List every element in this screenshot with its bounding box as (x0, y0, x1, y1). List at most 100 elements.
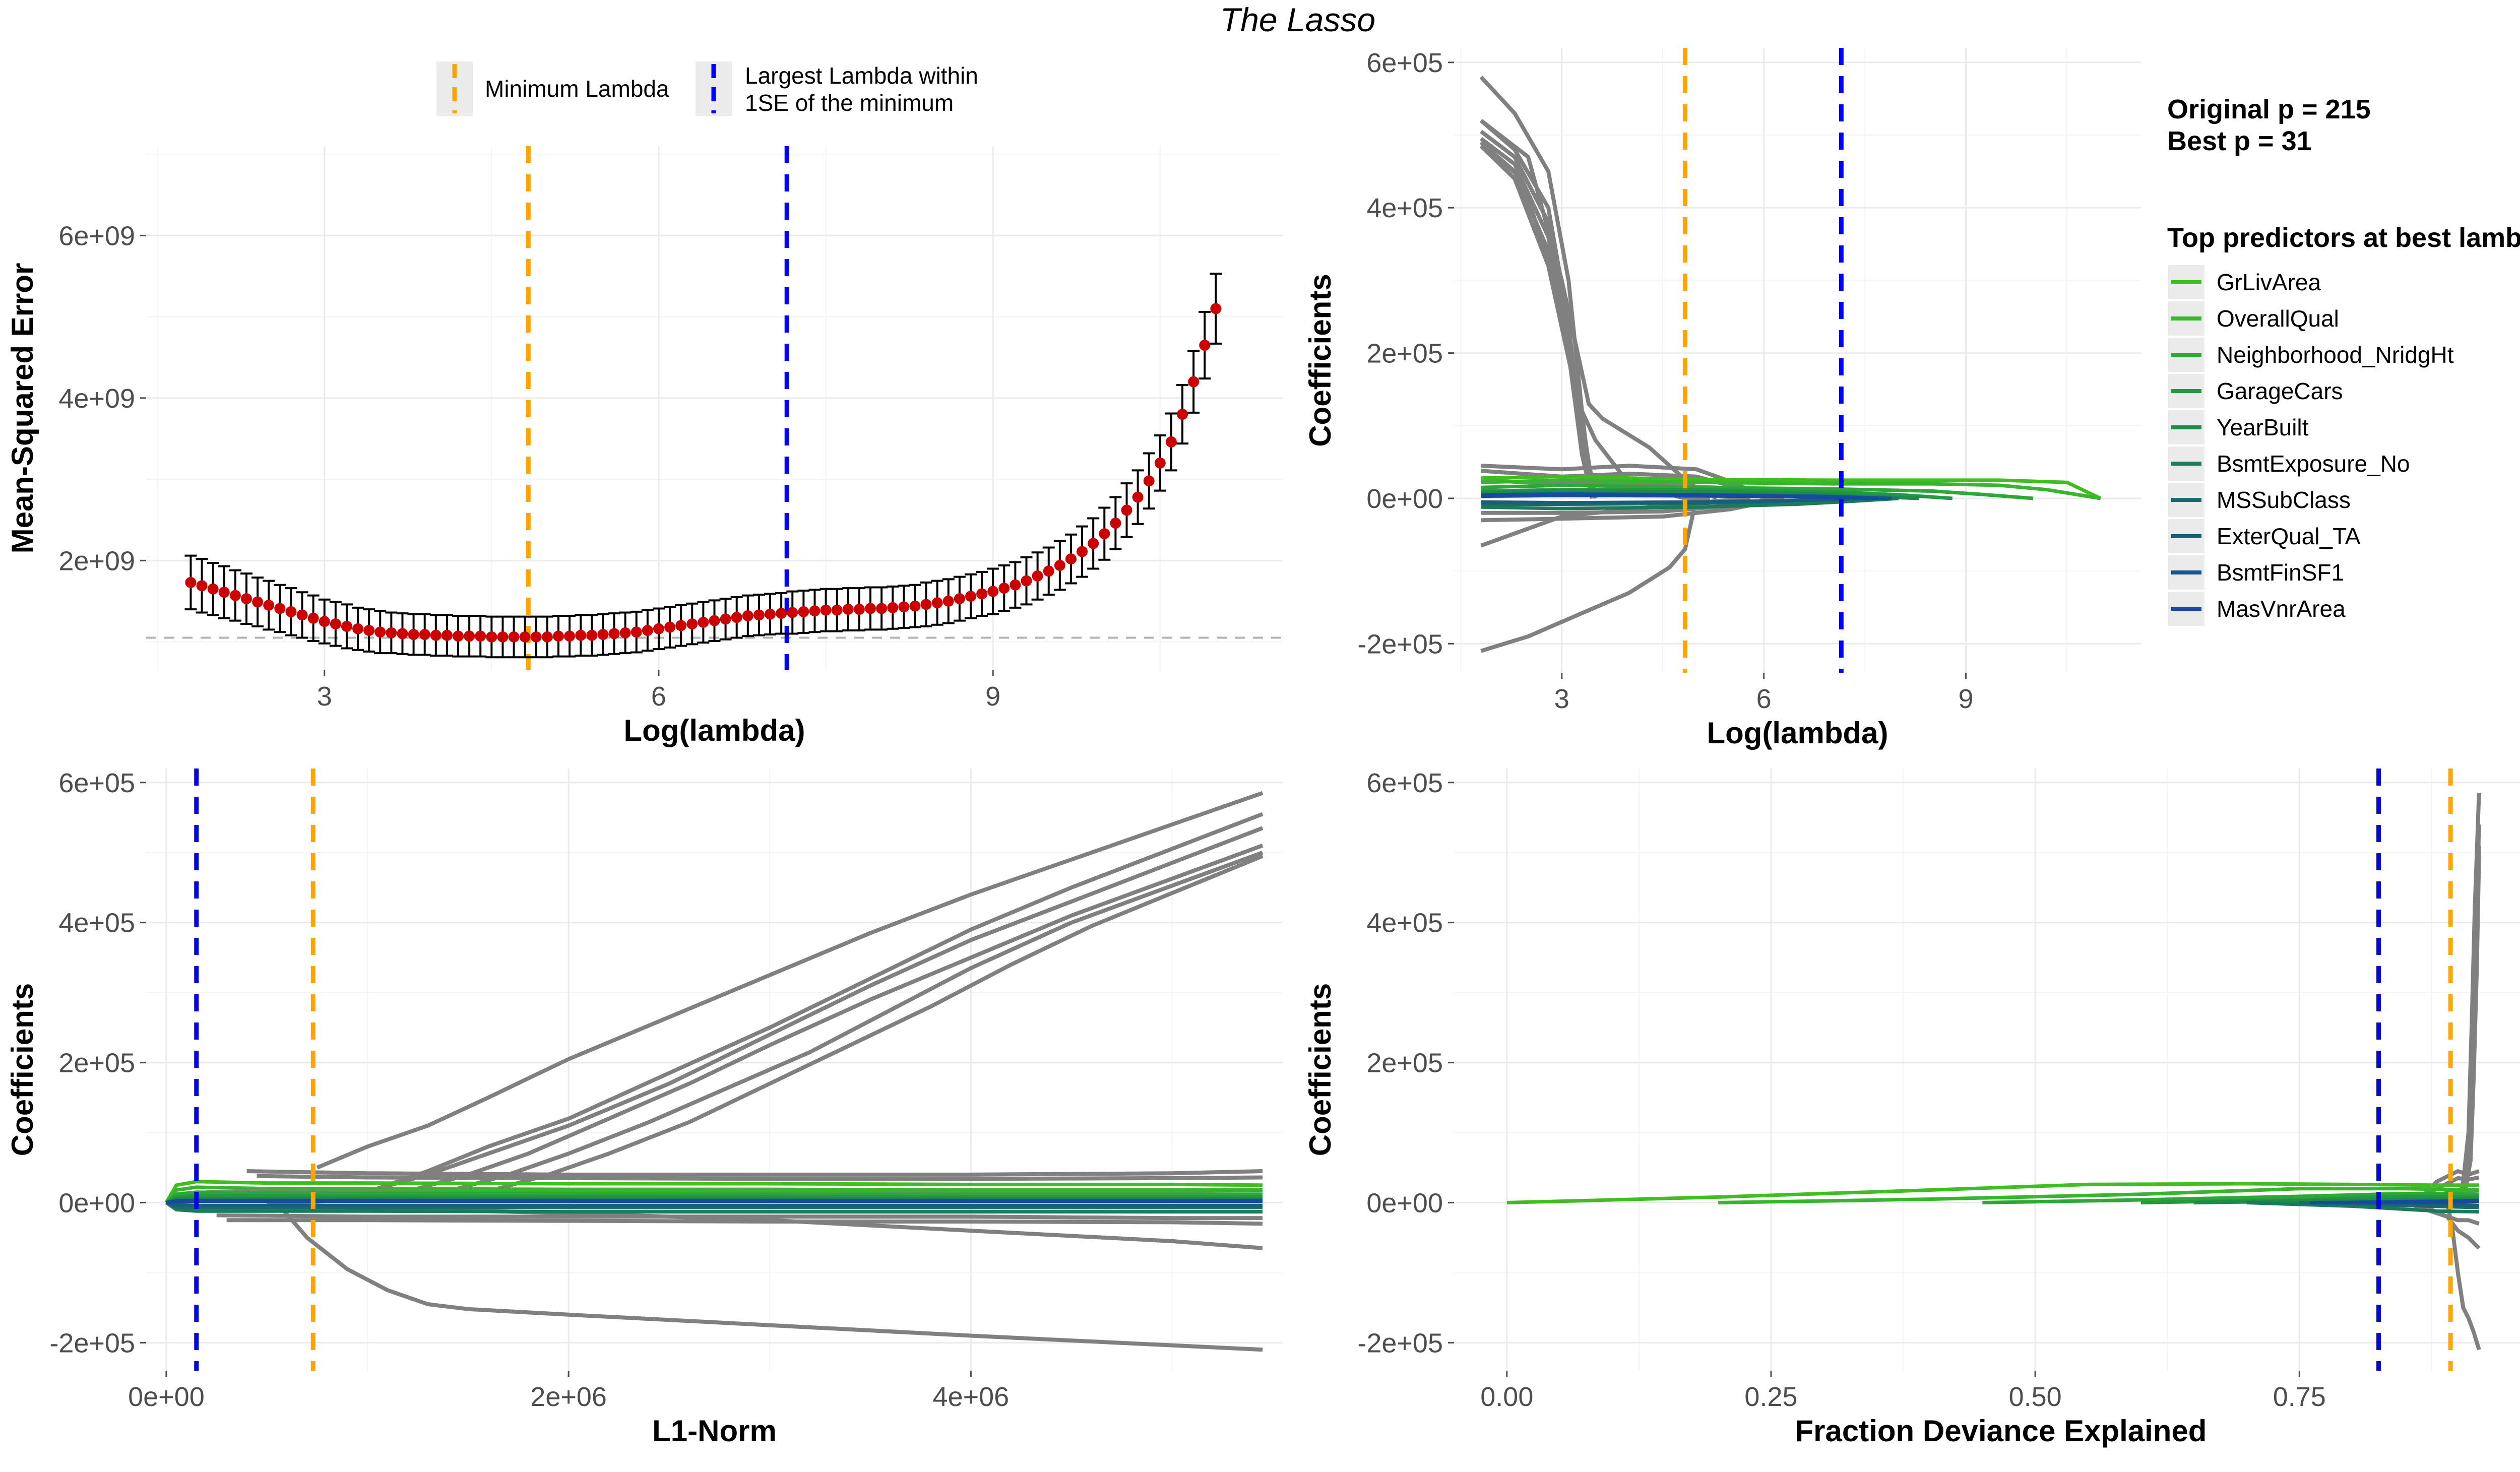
legend-label-3: GarageCars (2217, 378, 2343, 404)
cv-point (653, 623, 664, 634)
y-tick-label: 4e+09 (58, 383, 135, 414)
cv-point (497, 631, 509, 643)
cv-point (709, 615, 720, 626)
cv-point (441, 629, 453, 641)
coef-path-top-predictor (2310, 1199, 2479, 1204)
cv-point (1010, 579, 1021, 591)
cv-point (787, 607, 798, 618)
cv-point (397, 628, 408, 639)
panel-cv-error: 3 6 9 2e+09 4e+09 6e+09 Log(lambda) Mean-Square… (6, 146, 1283, 747)
cv-point (998, 583, 1010, 594)
coef-path-gray (257, 1174, 1263, 1181)
coef-path-top-predictor (165, 1194, 1263, 1204)
y-tick-label: 2e+05 (1366, 1048, 1443, 1078)
x-tick-label: 2e+06 (530, 1382, 607, 1412)
cv-point (1099, 528, 1110, 540)
cv-point (753, 609, 765, 621)
coef-path-top-predictor (1481, 496, 1899, 510)
coef-path-gray (226, 1218, 1263, 1226)
cv-point (319, 616, 330, 627)
legend-label-0: GrLivArea (2217, 269, 2321, 295)
legend-label-1se-line1: Largest Lambda within (745, 62, 978, 89)
y-tick-label: 2e+05 (58, 1048, 135, 1078)
cv-point (987, 586, 999, 597)
cv-point (809, 605, 821, 617)
coef-path-top-predictor (165, 1190, 1263, 1204)
cv-point (330, 618, 341, 630)
cv-point (564, 630, 576, 642)
cv-point (1065, 553, 1077, 565)
y-tick-label: -2e+05 (1357, 1328, 1443, 1358)
cv-point (887, 602, 899, 613)
panel-coef-deviance: 0.00 0.25 0.50 0.75 -2e+05 0e+00 2e+05 4e+05 6e+… (1303, 768, 2520, 1448)
cv-point (240, 593, 252, 605)
cv-point (842, 604, 854, 615)
legend-label-8: BsmtFinSF1 (2217, 559, 2344, 586)
cv-point (865, 603, 876, 614)
cv-point (1165, 436, 1177, 447)
y-tick-label: 2e+05 (1366, 339, 1443, 369)
best-p-text: Best p = 31 (2167, 126, 2312, 156)
cv-legend: Minimum Lambda Largest Lambda within 1SE… (436, 61, 978, 116)
x-tick-label: 0.25 (1744, 1382, 1797, 1412)
cv-point (519, 631, 531, 643)
predictor-legend: Top predictors at best lambda GrLivArea O… (2167, 223, 2520, 626)
cv-point (876, 603, 888, 614)
cv-point (909, 600, 921, 612)
x-tick-label: 0.50 (2009, 1382, 2062, 1412)
coef-path-top-predictor (164, 1180, 1263, 1204)
cv-point (575, 629, 587, 641)
coef-path-gray (417, 844, 1264, 1191)
cv-point (831, 604, 843, 616)
cv-point (675, 620, 687, 631)
x-tick-label: 9 (1959, 684, 1974, 714)
cv-point (508, 631, 520, 643)
cv-point (541, 631, 553, 643)
panel-coef-loglambda: 3 6 9 -2e+05 0e+00 2e+05 4e+05 6e+05 Log(lambda)… (1303, 48, 2141, 750)
y-tick-label: 4e+05 (1366, 908, 1443, 938)
cv-point (698, 616, 709, 628)
cv-point (1132, 491, 1144, 503)
x-tick-label: 4e+06 (933, 1382, 1010, 1412)
coef-path-top-predictor (165, 1201, 1263, 1209)
cv-point (954, 593, 965, 605)
cv-point (1054, 560, 1065, 571)
y-tick-label: 6e+09 (58, 221, 135, 251)
cv-point (1043, 565, 1054, 577)
y-tick-label: 4e+05 (1366, 193, 1443, 223)
cv-point (586, 629, 598, 641)
cv-point (619, 627, 631, 638)
x-tick-label: 6 (1756, 684, 1772, 714)
cv-point (820, 604, 832, 616)
cv-point (765, 608, 776, 620)
y-tick-label: 6e+05 (1366, 48, 1443, 78)
coef-path-gray (497, 854, 1264, 1191)
legend-label-9: MasVnrArea (2217, 596, 2346, 622)
legend-label-6: MSSubClass (2217, 487, 2351, 513)
y-axis-title: Coefficients (1303, 274, 1337, 446)
coef-path-top-predictor (1718, 1187, 2479, 1204)
cv-point (552, 630, 564, 642)
coef-path-top-predictor (1982, 1191, 2479, 1204)
cv-point (196, 580, 208, 592)
cv-point (1154, 457, 1166, 469)
cv-point (1199, 340, 1211, 351)
cv-point (218, 587, 230, 598)
cv-point (374, 626, 386, 638)
y-tick-label: 0e+00 (1366, 484, 1443, 514)
cv-point (976, 588, 988, 600)
coef-path-top-predictor (1481, 478, 2101, 500)
x-tick-label: 0.75 (2273, 1382, 2326, 1412)
cv-point (475, 630, 486, 642)
cv-point (263, 600, 275, 611)
cv-point (776, 608, 787, 619)
legend-label-1se-line2: 1SE of the minimum (745, 90, 954, 116)
cv-point (1188, 376, 1200, 388)
cv-point (386, 627, 397, 638)
info-block: Original p = 215 Best p = 31 (2167, 94, 2371, 156)
cv-point (942, 595, 954, 607)
original-p-text: Original p = 215 (2167, 94, 2371, 124)
x-tick-label: 9 (985, 681, 1000, 712)
y-tick-label: -2e+05 (49, 1328, 135, 1358)
